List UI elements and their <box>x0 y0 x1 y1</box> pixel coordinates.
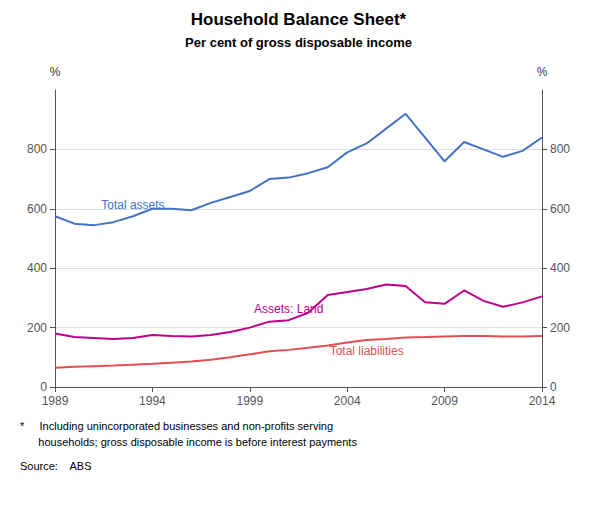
svg-text:2009: 2009 <box>431 394 458 408</box>
svg-text:Total liabilities: Total liabilities <box>330 344 404 358</box>
svg-text:800: 800 <box>550 142 570 156</box>
svg-text:Source: ABS: Source: ABS <box>20 460 92 472</box>
svg-text:600: 600 <box>550 202 570 216</box>
svg-text:600: 600 <box>27 202 47 216</box>
svg-text:1989: 1989 <box>42 394 69 408</box>
svg-text:200: 200 <box>27 321 47 335</box>
svg-text:households; gross disposable i: households; gross disposable income is b… <box>20 436 357 448</box>
svg-text:Total assets: Total assets <box>101 198 164 212</box>
svg-text:%: % <box>50 65 61 79</box>
svg-text:Per cent of gross disposable i: Per cent of gross disposable income <box>185 35 412 50</box>
svg-text:%: % <box>537 65 548 79</box>
svg-text:0: 0 <box>550 380 557 394</box>
svg-text:200: 200 <box>550 321 570 335</box>
svg-text:400: 400 <box>27 261 47 275</box>
svg-text:0: 0 <box>40 380 47 394</box>
svg-text:400: 400 <box>550 261 570 275</box>
svg-text:Household Balance Sheet*: Household Balance Sheet* <box>191 10 407 29</box>
svg-text:2004: 2004 <box>334 394 361 408</box>
svg-text:Assets: Land: Assets: Land <box>254 302 323 316</box>
svg-text:2014: 2014 <box>529 394 556 408</box>
svg-text:1994: 1994 <box>139 394 166 408</box>
svg-text:800: 800 <box>27 142 47 156</box>
svg-text:* Including unincorporated: * Including unincorporated businesses an… <box>20 420 333 432</box>
svg-text:1999: 1999 <box>236 394 263 408</box>
